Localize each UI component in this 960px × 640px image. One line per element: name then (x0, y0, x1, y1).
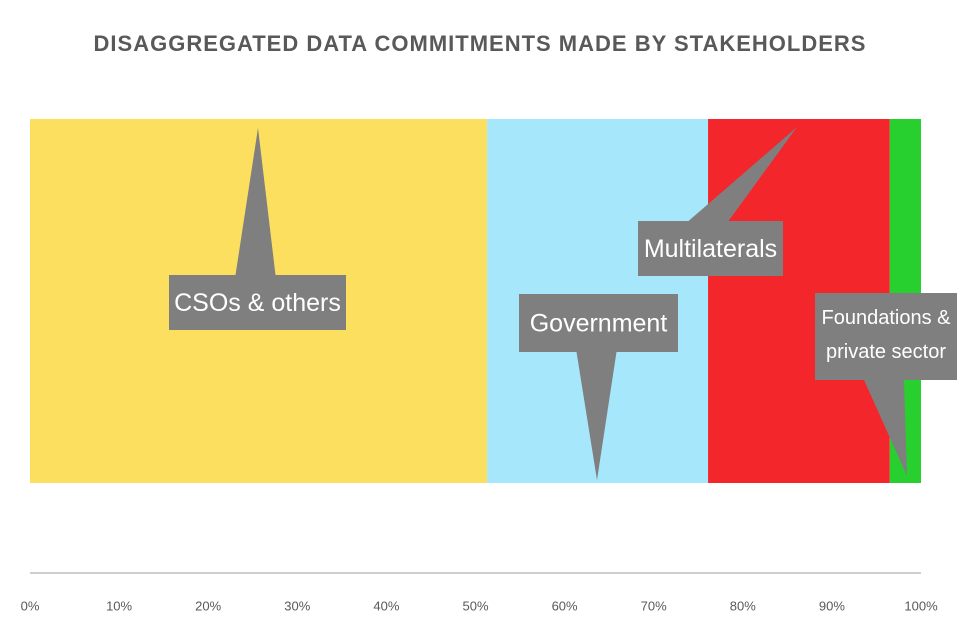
x-tick-label: 20% (195, 598, 221, 613)
callout-label: CSOs & others (174, 289, 341, 317)
x-tick-label: 70% (641, 598, 667, 613)
callout-label: Government (530, 310, 668, 338)
callout-label: Foundations & private sector (821, 307, 951, 363)
x-tick-label: 10% (106, 598, 132, 613)
x-tick-label: 90% (819, 598, 845, 613)
callout-box (815, 293, 957, 380)
callout-label-box: Foundations & private sector (821, 307, 951, 363)
callout-pointer (235, 128, 276, 275)
callout-pointer (688, 127, 797, 221)
callout-pointer (576, 352, 617, 480)
x-tick-label: 60% (552, 598, 578, 613)
x-tick-label: 100% (904, 598, 938, 613)
callout-box (519, 294, 678, 352)
callout-label: Multilaterals (644, 235, 777, 263)
x-tick-label: 50% (462, 598, 488, 613)
callout-pointer (864, 380, 907, 476)
callout-box (638, 221, 783, 276)
x-tick-label: 40% (373, 598, 399, 613)
x-tick-label: 80% (730, 598, 756, 613)
callout-box (169, 275, 346, 330)
x-tick-label: 30% (284, 598, 310, 613)
x-tick-label: 0% (21, 598, 40, 613)
chart-title: DISAGGREGATED DATA COMMITMENTS MADE BY S… (94, 31, 867, 56)
